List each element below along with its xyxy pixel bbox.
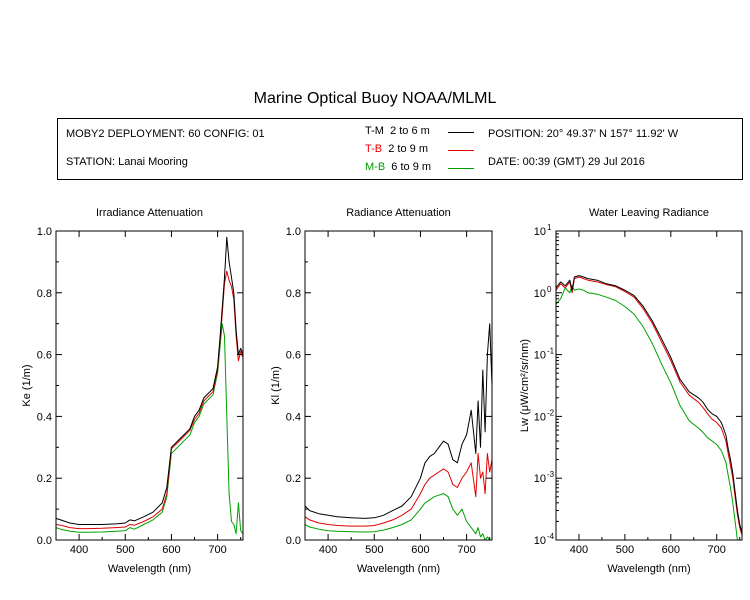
y-tick-label: 10	[534, 350, 546, 362]
y-tick-label: 0.2	[37, 473, 52, 485]
series-line-t-m-ke	[55, 236, 244, 525]
y-tick-label: 10	[534, 288, 546, 300]
y-tick-exponent: 1	[547, 223, 552, 232]
x-axis-label-kl: Wavelength (nm)	[357, 563, 440, 575]
x-tick-label: 500	[116, 544, 134, 556]
chart-main-title: Marine Optical Buoy NOAA/MLML	[253, 90, 497, 107]
x-axis-label-lw: Wavelength (nm)	[607, 563, 690, 575]
date-text: DATE: 00:39 (GMT) 29 Jul 2016	[488, 156, 645, 168]
y-tick-label: 10	[534, 226, 546, 238]
legend-range-tm: 2 to 6 m	[390, 125, 430, 137]
series-line-t-b-ke	[55, 270, 244, 530]
legend-entry-tm: T-M 2 to 6 m	[365, 125, 430, 137]
deployment-text: MOBY2 DEPLOYMENT: 60 CONFIG: 01	[66, 128, 265, 140]
x-tick-label: 500	[616, 544, 634, 556]
y-tick-label: 10	[534, 473, 546, 485]
x-tick-label: 400	[570, 544, 588, 556]
x-tick-label: 600	[662, 544, 680, 556]
y-tick-label: 0.0	[37, 535, 52, 547]
info-box: MOBY2 DEPLOYMENT: 60 CONFIG: 01 STATION:…	[57, 118, 743, 180]
x-tick-label: 600	[162, 544, 180, 556]
x-tick-label: 500	[365, 544, 383, 556]
y-tick-label: 1.0	[37, 226, 52, 238]
y-tick-label: 0.4	[37, 411, 52, 423]
y-tick-label: 0.8	[286, 288, 301, 300]
y-tick-exponent: -1	[547, 347, 555, 356]
y-tick-exponent: -2	[547, 408, 555, 417]
legend-code-tm: T-M	[365, 125, 384, 137]
series-line-t-b-lw	[555, 276, 743, 536]
y-tick-label: 0.0	[286, 535, 301, 547]
y-tick-label: 1.0	[286, 226, 301, 238]
y-tick-exponent: 0	[547, 285, 552, 294]
chart-title-ke: Irradiance Attenuation	[96, 207, 203, 219]
y-tick-label: 0.6	[37, 350, 52, 362]
series-line-m-b-lw	[555, 285, 742, 541]
legend-code-tb: T-B	[365, 143, 383, 155]
plot-frame-kl	[304, 230, 493, 541]
x-axis-label-ke: Wavelength (nm)	[108, 563, 191, 575]
chart-panel-kl: Radiance Attenuation 400 500 600 700 0.0 0.2 0.…	[270, 207, 493, 575]
chart-title-lw: Water Leaving Radiance	[589, 207, 709, 219]
y-tick-label: 0.6	[286, 350, 301, 362]
y-axis-label-ke: Ke (1/m)	[21, 364, 33, 406]
y-tick-label: 0.4	[286, 411, 301, 423]
plot-frame-lw	[555, 230, 743, 541]
x-tick-label: 700	[457, 544, 475, 556]
series-line-t-m-kl	[304, 323, 493, 519]
y-tick-label: 0.2	[286, 473, 301, 485]
y-axis-label-kl: Kl (1/m)	[270, 366, 282, 405]
x-tick-label: 400	[70, 544, 88, 556]
y-tick-exponent: -3	[547, 470, 555, 479]
y-axis-label-lw: Lw (μW/cm²/sr/nm)	[519, 339, 531, 432]
series-line-t-b-kl	[304, 453, 493, 527]
y-tick-label: 10	[534, 411, 546, 423]
x-tick-label: 700	[208, 544, 226, 556]
y-tick-exponent: -4	[547, 532, 555, 541]
x-tick-label: 400	[319, 544, 337, 556]
series-line-m-b-ke	[55, 323, 244, 535]
legend-line-tm	[448, 132, 474, 133]
legend-range-tb: 2 to 9 m	[388, 143, 428, 155]
chart-title-kl: Radiance Attenuation	[346, 207, 451, 219]
y-tick-label: 0.8	[37, 288, 52, 300]
series-line-t-m-lw	[555, 275, 743, 534]
series-line-m-b-kl	[304, 493, 492, 541]
legend-line-tb	[448, 150, 474, 151]
legend-range-mb: 6 to 9 m	[391, 161, 432, 173]
x-tick-label: 700	[708, 544, 726, 556]
legend-code-mb: M-B	[365, 161, 386, 173]
legend-entry-mb: M-B 6 to 9 m	[365, 161, 431, 173]
chart-panel-ke: Irradiance Attenuation 400 500 600 700 0.0 0.2…	[21, 207, 244, 575]
y-tick-label: 10	[534, 535, 546, 547]
legend-entry-tb: T-B 2 to 9 m	[365, 143, 428, 155]
position-text: POSITION: 20° 49.37' N 157° 11.92' W	[488, 128, 679, 140]
legend-line-mb	[448, 168, 474, 169]
station-text: STATION: Lanai Mooring	[66, 156, 188, 168]
x-tick-label: 600	[411, 544, 429, 556]
